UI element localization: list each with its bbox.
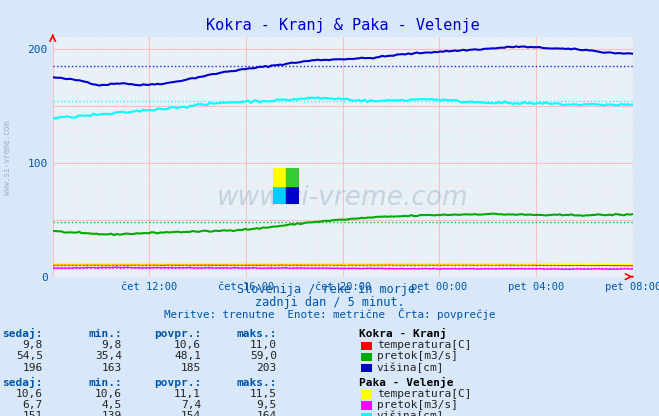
Bar [286,168,299,186]
Text: sedaj:: sedaj: [3,376,43,388]
Text: 9,8: 9,8 [101,340,122,350]
Text: povpr.:: povpr.: [154,329,201,339]
Text: www.si-vreme.com: www.si-vreme.com [3,121,13,195]
Text: 203: 203 [256,363,277,373]
Text: 164: 164 [256,411,277,416]
Text: 196: 196 [22,363,43,373]
Text: 139: 139 [101,411,122,416]
Text: 6,7: 6,7 [22,400,43,410]
Text: Paka - Velenje: Paka - Velenje [359,376,453,388]
Text: 59,0: 59,0 [250,352,277,362]
Text: 11,5: 11,5 [250,389,277,399]
Text: 35,4: 35,4 [95,352,122,362]
Text: 54,5: 54,5 [16,352,43,362]
Text: povpr.:: povpr.: [154,378,201,388]
Title: Kokra - Kranj & Paka - Velenje: Kokra - Kranj & Paka - Velenje [206,18,480,34]
Text: Meritve: trenutne  Enote: metrične  Črta: povprečje: Meritve: trenutne Enote: metrične Črta: … [163,308,496,320]
Text: sedaj:: sedaj: [3,328,43,339]
Text: maks.:: maks.: [237,329,277,339]
Text: pretok[m3/s]: pretok[m3/s] [377,400,458,410]
Text: 185: 185 [181,363,201,373]
Text: 151: 151 [22,411,43,416]
Text: zadnji dan / 5 minut.: zadnji dan / 5 minut. [254,296,405,309]
Text: pretok[m3/s]: pretok[m3/s] [377,352,458,362]
Text: 163: 163 [101,363,122,373]
Text: 11,0: 11,0 [250,340,277,350]
Text: Kokra - Kranj: Kokra - Kranj [359,328,447,339]
Text: maks.:: maks.: [237,378,277,388]
Text: 11,1: 11,1 [174,389,201,399]
Text: 7,4: 7,4 [181,400,201,410]
Bar [273,168,286,186]
Text: Slovenija / reke in morje.: Slovenija / reke in morje. [237,283,422,296]
Text: temperatura[C]: temperatura[C] [377,340,471,350]
Bar [273,186,286,204]
Text: višina[cm]: višina[cm] [377,362,444,373]
Text: 9,8: 9,8 [22,340,43,350]
Text: 154: 154 [181,411,201,416]
Text: www.si-vreme.com: www.si-vreme.com [217,185,469,210]
Text: min.:: min.: [88,378,122,388]
Text: 9,5: 9,5 [256,400,277,410]
Text: 4,5: 4,5 [101,400,122,410]
Text: 48,1: 48,1 [174,352,201,362]
Text: višina[cm]: višina[cm] [377,411,444,416]
Text: 10,6: 10,6 [95,389,122,399]
Bar [286,186,299,204]
Text: 10,6: 10,6 [174,340,201,350]
Text: 10,6: 10,6 [16,389,43,399]
Text: temperatura[C]: temperatura[C] [377,389,471,399]
Text: min.:: min.: [88,329,122,339]
